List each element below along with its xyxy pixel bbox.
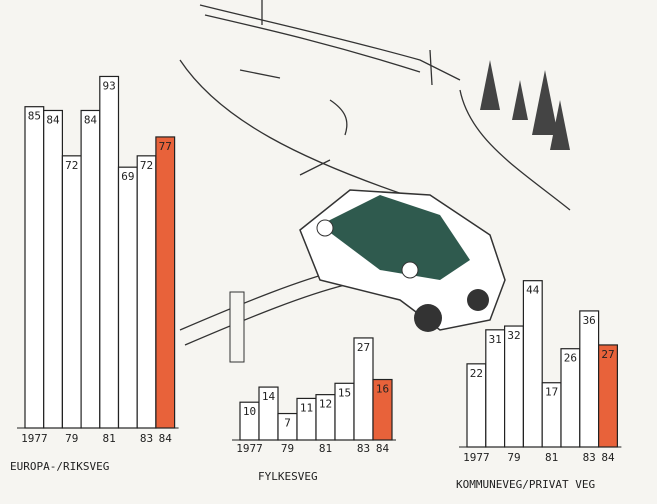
x-tick-label: 84 (159, 432, 173, 445)
value-label: 16 (376, 383, 389, 396)
bar (100, 76, 119, 428)
illustration (180, 0, 570, 362)
value-label: 85 (28, 110, 41, 123)
bar (505, 326, 524, 447)
bar (156, 137, 175, 428)
bar (523, 281, 542, 447)
value-label: 84 (46, 113, 60, 126)
chart-title: KOMMUNEVEG/PRIVAT VEG (456, 478, 595, 491)
value-label: 11 (300, 401, 313, 414)
x-tick-label: 79 (281, 442, 294, 455)
value-label: 7 (284, 417, 291, 430)
x-tick-label: 1977 (21, 432, 48, 445)
value-label: 14 (262, 390, 276, 403)
bar (580, 311, 599, 447)
value-label: 22 (470, 367, 483, 380)
x-tick-label: 1977 (463, 451, 490, 464)
value-label: 32 (507, 329, 520, 342)
x-tick-label: 84 (376, 442, 390, 455)
value-label: 44 (526, 284, 540, 297)
value-label: 69 (121, 170, 134, 183)
value-label: 31 (489, 333, 502, 346)
bar (25, 107, 44, 428)
bar (486, 330, 505, 447)
value-label: 77 (159, 140, 172, 153)
value-label: 15 (338, 386, 351, 399)
bar (119, 167, 138, 428)
value-label: 72 (65, 159, 78, 172)
bar (81, 110, 100, 428)
bar (44, 110, 63, 428)
x-tick-label: 79 (507, 451, 520, 464)
x-tick-label: 83 (583, 451, 596, 464)
x-tick-label: 81 (103, 432, 116, 445)
x-tick-label: 79 (65, 432, 78, 445)
chart-title: FYLKESVEG (258, 470, 318, 483)
value-label: 84 (84, 113, 98, 126)
value-label: 93 (103, 79, 116, 92)
value-label: 26 (564, 352, 577, 365)
x-tick-label: 83 (140, 432, 153, 445)
value-label: 27 (601, 348, 614, 361)
x-tick-label: 1977 (236, 442, 263, 455)
chart-title: EUROPA-/RIKSVEG (10, 460, 109, 473)
value-label: 12 (319, 398, 332, 411)
charts: 85 1977 84 72 79 84 93 81 69 72 83 77 84 EUROPA-/RIKS… (10, 76, 621, 491)
page: 85 1977 84 72 79 84 93 81 69 72 83 77 84 EUROPA-/RIKS… (0, 0, 657, 504)
value-label: 27 (357, 341, 370, 354)
value-label: 17 (545, 386, 558, 399)
x-tick-label: 81 (545, 451, 558, 464)
x-tick-label: 84 (601, 451, 615, 464)
value-label: 10 (243, 405, 256, 418)
x-tick-label: 81 (319, 442, 332, 455)
x-tick-label: 83 (357, 442, 370, 455)
value-label: 72 (140, 159, 153, 172)
bar (62, 156, 81, 428)
value-label: 36 (583, 314, 596, 327)
bar (137, 156, 156, 428)
